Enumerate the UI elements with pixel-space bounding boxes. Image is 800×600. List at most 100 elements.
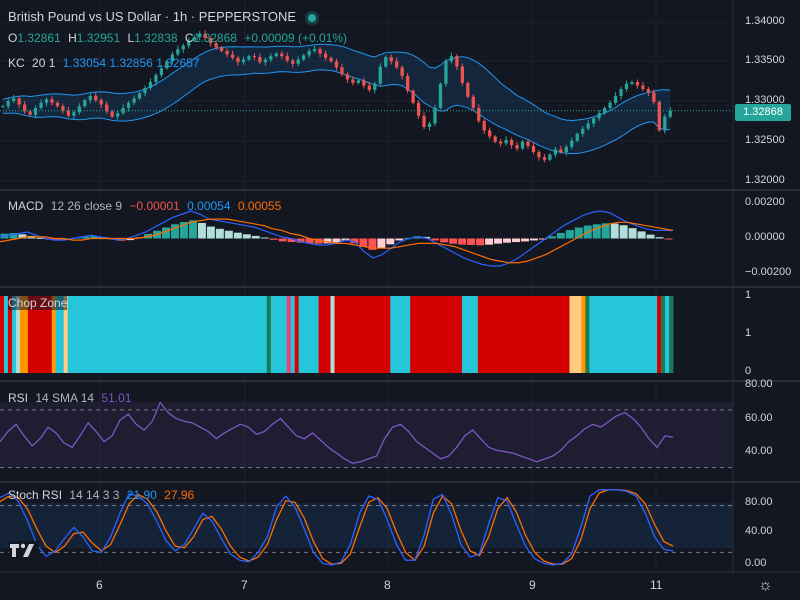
macd-histogram-bar xyxy=(332,238,341,243)
chop-zone-bar xyxy=(581,296,586,373)
chop-zone-bar xyxy=(561,296,566,373)
close-value: 1.32868 xyxy=(193,31,237,45)
candle-body xyxy=(586,123,590,129)
chop-zone-bar xyxy=(59,296,65,373)
candle-body xyxy=(602,107,607,114)
candle-body xyxy=(230,54,235,58)
chop-zone-legend[interactable]: Chop Zone xyxy=(8,296,68,310)
time-axis-tick: 11 xyxy=(650,578,663,592)
chop-zone-bar xyxy=(7,296,13,373)
chop-zone-bar xyxy=(115,296,120,373)
candle-body xyxy=(466,82,470,97)
chop-zone-bar xyxy=(83,296,89,373)
candle-body xyxy=(1,106,5,108)
candle-body xyxy=(39,102,43,108)
chop-zone-bar xyxy=(274,296,280,373)
chop-zone-bar xyxy=(410,296,415,373)
rsi-legend[interactable]: RSI 14 SMA 14 51.01 xyxy=(8,391,132,405)
macd-legend[interactable]: MACD 12 26 close 9 −0.00001 0.00054 0.00… xyxy=(8,199,282,213)
chop-zone-bar xyxy=(242,296,248,373)
chop-zone-bar xyxy=(657,296,662,373)
macd-histogram-bar xyxy=(269,238,278,240)
candle-body xyxy=(12,98,16,102)
chop-zone-bar xyxy=(398,296,403,373)
chop-zone-bar xyxy=(63,296,69,373)
rsi-axis-tick: 60.00 xyxy=(745,412,773,424)
chop-zone-bar xyxy=(203,296,208,373)
candle-body xyxy=(548,154,552,160)
chop-zone-bar xyxy=(649,296,654,373)
candle-body xyxy=(258,57,262,63)
kc-lower-line xyxy=(2,69,671,155)
rsi-axis-tick: 40.00 xyxy=(745,445,773,457)
chop-zone-bar xyxy=(501,296,507,373)
candle-body xyxy=(362,80,366,86)
chop-zone-bar xyxy=(187,296,192,373)
chop-zone-bar xyxy=(446,296,451,373)
chop-zone-bar xyxy=(366,296,371,373)
chop-zone-bar xyxy=(179,296,184,373)
candle-body xyxy=(520,141,525,149)
candle-body xyxy=(126,102,131,108)
candle-body xyxy=(83,100,87,107)
candle-body xyxy=(291,60,295,64)
chop-zone-bar xyxy=(223,296,228,373)
chop-zone-bar xyxy=(99,296,104,373)
chop-zone-bar xyxy=(103,296,108,373)
candle-body xyxy=(219,47,224,51)
chop-zone-bar xyxy=(426,296,431,373)
candle-body xyxy=(312,49,317,51)
candle-body xyxy=(329,57,333,62)
candle-body xyxy=(143,88,147,94)
settings-gear-icon[interactable]: ☼ xyxy=(758,577,773,594)
chop-zone-bar xyxy=(438,296,443,373)
chop-zone-bar xyxy=(418,296,423,373)
macd-histogram-bar xyxy=(350,238,359,244)
candle-body xyxy=(88,95,92,101)
macd-histogram-bar xyxy=(619,225,628,239)
chop-zone-bar xyxy=(350,296,355,373)
chop-zone-bar xyxy=(246,296,252,373)
candle-body xyxy=(105,104,109,112)
macd-hist-value: −0.00001 xyxy=(129,199,180,213)
chop-zone-bar xyxy=(641,296,646,373)
tradingview-logo-icon[interactable] xyxy=(9,541,39,561)
candle-body xyxy=(44,99,49,103)
chop-zone-bar xyxy=(669,296,674,373)
chop-zone-bar xyxy=(477,296,483,373)
chop-zone-bar xyxy=(143,296,148,373)
candle-body xyxy=(668,110,672,117)
kc-legend[interactable]: KC 20 1 1.33054 1.32856 1.32657 xyxy=(8,56,200,70)
candle-body xyxy=(323,53,328,58)
symbol-title[interactable]: British Pound vs US Dollar · 1h · PEPPER… xyxy=(8,9,316,24)
candle-body xyxy=(247,56,251,60)
stoch-legend[interactable]: Stoch RSI 14 14 3 3 21.90 27.96 xyxy=(8,488,195,502)
chop-zone-bar xyxy=(266,296,272,373)
candle-body xyxy=(395,61,399,68)
chop-zone-bar xyxy=(449,296,455,373)
stoch-band-fill xyxy=(0,503,733,548)
chop-zone-bar xyxy=(47,296,53,373)
candle-body xyxy=(72,112,76,116)
chop-zone-bar xyxy=(525,296,531,373)
chop-zone-bar xyxy=(430,296,435,373)
chop-zone-bar xyxy=(238,296,244,373)
candle-body xyxy=(444,61,448,84)
chop-zone-bar xyxy=(35,296,41,373)
candle-body xyxy=(170,54,174,62)
chop-zone-bar xyxy=(151,296,156,373)
candle-body xyxy=(137,93,142,99)
chop-zone-bar xyxy=(270,296,276,373)
kc-channel-fill xyxy=(2,44,671,154)
time-axis-tick: 6 xyxy=(96,578,103,592)
kc-upper-line xyxy=(2,43,671,121)
chop-zone-bar xyxy=(346,296,351,373)
macd-histogram-bar xyxy=(54,238,63,241)
chop-zone-bar xyxy=(442,296,447,373)
chop-zone-bar xyxy=(354,296,359,373)
chop-zone-bar xyxy=(191,296,196,373)
candle-body xyxy=(405,76,410,91)
chop-zone-bar xyxy=(318,296,323,373)
chop-zone-bar xyxy=(234,296,240,373)
